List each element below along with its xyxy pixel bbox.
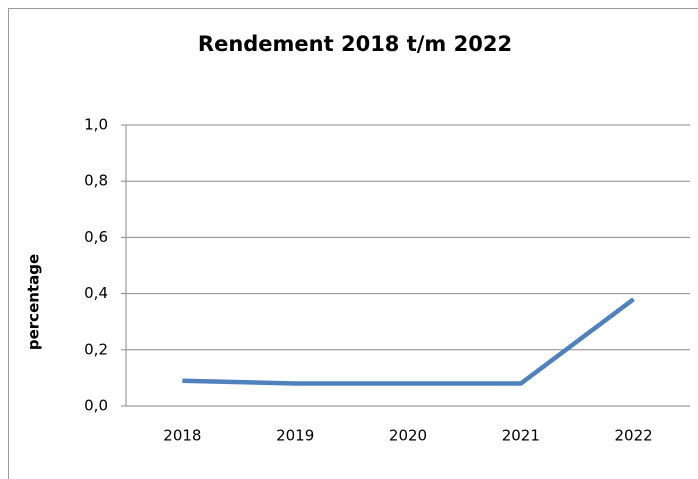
line-series [182,297,635,386]
x-tick-label: 2021 [502,427,540,445]
x-tick-label: 2022 [615,427,653,445]
chart-title: Rendement 2018 t/m 2022 [198,32,512,56]
y-axis-label: percentage [25,254,43,350]
y-tick-label: 0,6 [84,228,108,246]
chart-frame [8,8,698,479]
y-tick-label: 0,4 [84,284,108,302]
y-tick-label: 0,8 [84,172,108,190]
y-tick-label: 0,0 [84,397,108,415]
x-tick-label: 2018 [163,427,201,445]
x-tick-label: 2019 [276,427,314,445]
y-tick-label: 1,0 [84,116,108,134]
x-tick-label: 2020 [389,427,427,445]
y-tick-label: 0,2 [84,340,108,358]
